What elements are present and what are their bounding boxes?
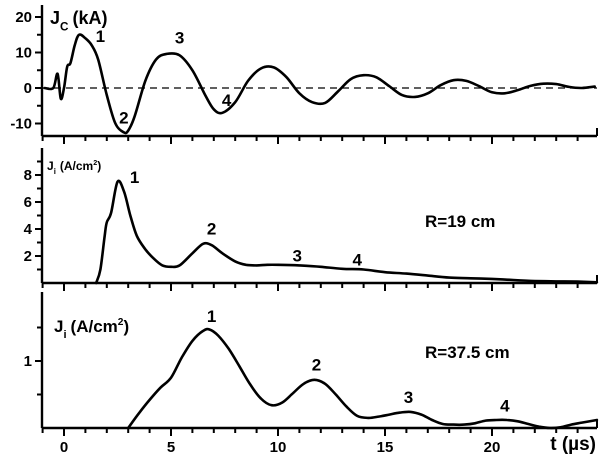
peak-label: 1 xyxy=(130,168,139,187)
peak-label: 2 xyxy=(119,109,128,128)
x-tick-label: 20 xyxy=(484,439,501,456)
y-tick-label: -10 xyxy=(10,116,32,133)
peak-label: 4 xyxy=(500,396,510,415)
x-tick-label: 15 xyxy=(377,439,394,456)
peak-label: 2 xyxy=(207,219,216,238)
peak-label: 3 xyxy=(404,388,413,407)
peak-label: 4 xyxy=(222,91,232,110)
x-tick-label: 5 xyxy=(167,439,175,456)
x-tick-label: 0 xyxy=(60,439,68,456)
peak-label: 3 xyxy=(293,246,302,265)
y-tick-label: 2 xyxy=(24,248,32,265)
radius-label: R=37.5 cm xyxy=(425,343,510,362)
data-curve xyxy=(126,327,599,430)
data-curve xyxy=(43,33,596,135)
data-curve xyxy=(94,179,599,285)
y-tick-label: 8 xyxy=(24,167,32,184)
peak-label: 4 xyxy=(352,250,362,269)
y-tick-label: 1 xyxy=(24,353,32,370)
y-axis-label: Ji (A/cm2) xyxy=(54,317,129,341)
radius-label: R=19 cm xyxy=(425,212,495,231)
y-tick-label: 0 xyxy=(24,80,32,97)
x-tick-label: 10 xyxy=(270,439,287,456)
panel-middle-ji-19cm: 8 6 4 2 1 2 3 4 Ji (A/cm2) R=19 cm xyxy=(24,148,599,291)
panel-bottom-ji-37cm: 1 1 2 3 4 Ji (A/cm2) R=37.5 cm 0 5 10 15 20 t (µs) xyxy=(24,292,599,456)
peak-label: 3 xyxy=(175,29,184,48)
y-axis-label: JC (kA) xyxy=(50,8,107,33)
y-tick-label: 6 xyxy=(24,194,32,211)
y-tick-label: 20 xyxy=(15,9,32,26)
x-axis-label: t (µs) xyxy=(550,434,596,455)
y-axis-label: Ji (A/cm2) xyxy=(47,158,101,176)
peak-label: 1 xyxy=(96,27,105,46)
panel-top-jc: 20 10 0 -10 1 2 3 4 JC (kA) xyxy=(10,5,598,144)
y-tick-label: 4 xyxy=(24,221,33,238)
y-tick-label: 10 xyxy=(15,45,32,62)
peak-label: 2 xyxy=(312,355,321,374)
peak-label: 1 xyxy=(207,307,216,326)
